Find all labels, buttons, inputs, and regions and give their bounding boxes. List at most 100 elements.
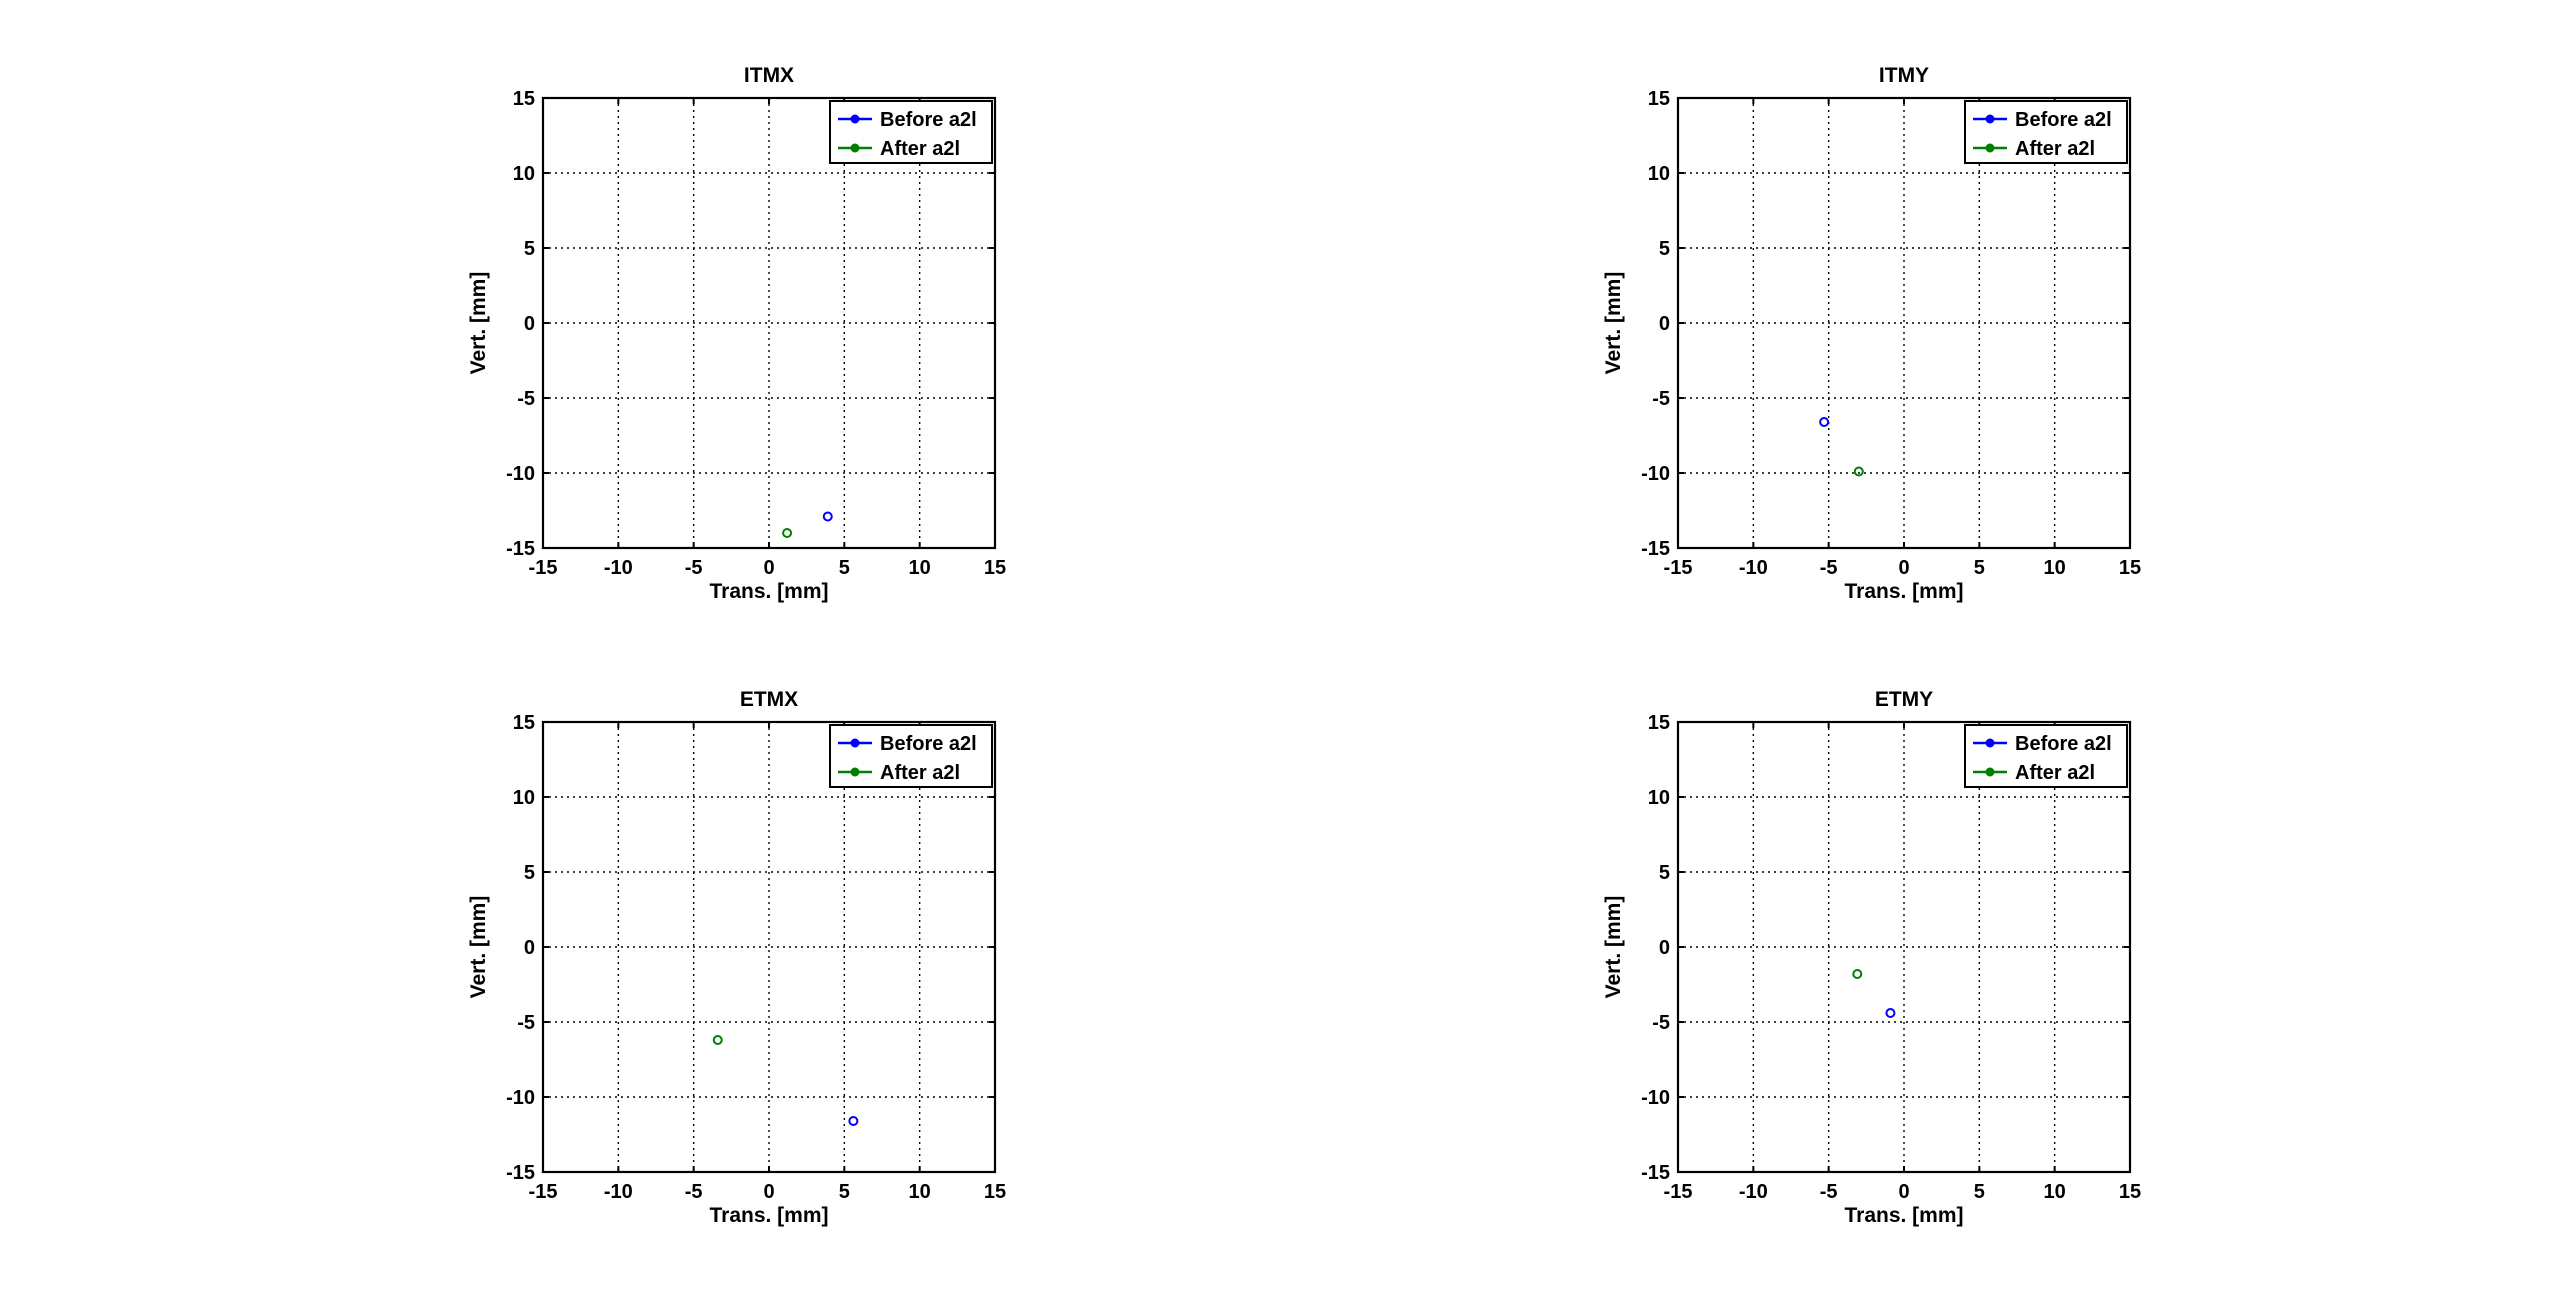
- plot-background: [543, 98, 995, 548]
- legend-marker-after: [1985, 767, 1995, 777]
- x-axis-label: Trans. [mm]: [709, 580, 828, 603]
- x-tick-label: 5: [839, 557, 850, 579]
- chart-title: ETMX: [740, 688, 798, 711]
- y-tick-label: 0: [524, 313, 535, 335]
- data-point-after: [712, 1035, 723, 1045]
- legend: Before a2l After a2l: [829, 100, 993, 164]
- x-tick-label: 10: [909, 557, 931, 579]
- legend-marker-after: [850, 767, 860, 777]
- legend-label-after: After a2l: [880, 762, 960, 784]
- y-tick-label: 10: [1648, 787, 1670, 809]
- x-tick-label: 10: [2044, 1181, 2066, 1203]
- y-tick-label: -10: [1641, 1087, 1670, 1109]
- y-tick-label: 5: [524, 862, 535, 884]
- data-point-after: [782, 528, 793, 538]
- x-tick-label: 0: [1898, 557, 1909, 579]
- y-tick-label: 10: [513, 163, 535, 185]
- y-tick-label: 5: [524, 238, 535, 260]
- y-tick-label: -5: [517, 388, 535, 410]
- y-tick-label: 15: [513, 712, 535, 734]
- y-tick-label: -5: [1652, 1012, 1670, 1034]
- legend-label-before: Before a2l: [2015, 109, 2112, 131]
- x-tick-label: -15: [1664, 557, 1693, 579]
- x-tick-label: -5: [1820, 557, 1838, 579]
- legend-box: [829, 724, 993, 788]
- x-tick-label: 5: [839, 1181, 850, 1203]
- legend-box: [1964, 100, 2128, 164]
- x-tick-label: -15: [529, 557, 558, 579]
- y-tick-label: 5: [1659, 238, 1670, 260]
- x-tick-label: 0: [763, 1181, 774, 1203]
- legend: Before a2l After a2l: [829, 724, 993, 788]
- legend-marker-before: [850, 114, 860, 124]
- legend-box: [1964, 724, 2128, 788]
- data-point-before: [822, 511, 833, 522]
- legend-label-after: After a2l: [2015, 762, 2095, 784]
- x-tick-label: 15: [984, 1181, 1006, 1203]
- y-tick-label: 0: [524, 937, 535, 959]
- subplot-itmy: -15 -10 -5 0 5 10 15 -15 -10 -5 0 5 10 15 ITMY Trans. […: [1602, 64, 2141, 603]
- y-tick-label: -15: [1641, 1162, 1670, 1184]
- x-tick-label: -5: [685, 557, 703, 579]
- x-tick-label: -10: [604, 557, 633, 579]
- plot-background: [1678, 722, 2130, 1172]
- legend-label-before: Before a2l: [2015, 733, 2112, 755]
- y-tick-label: -15: [1641, 538, 1670, 560]
- y-tick-label: 5: [1659, 862, 1670, 884]
- chart-title: ITMY: [1879, 64, 1929, 87]
- x-tick-label: 10: [909, 1181, 931, 1203]
- y-tick-label: 10: [1648, 163, 1670, 185]
- legend-label-after: After a2l: [880, 138, 960, 160]
- y-tick-label: -15: [506, 538, 535, 560]
- data-point-after: [1853, 466, 1864, 477]
- legend-box: [829, 100, 993, 164]
- legend-label-before: Before a2l: [880, 733, 977, 755]
- legend-label-before: Before a2l: [880, 109, 977, 131]
- x-tick-label: 5: [1974, 557, 1985, 579]
- x-tick-label: -15: [1664, 1181, 1693, 1203]
- x-tick-label: 5: [1974, 1181, 1985, 1203]
- y-axis-label: Vert. [mm]: [1602, 896, 1625, 999]
- x-tick-label: 15: [2119, 557, 2141, 579]
- y-tick-label: -15: [506, 1162, 535, 1184]
- y-axis-label: Vert. [mm]: [467, 272, 490, 375]
- data-point-before: [848, 1116, 859, 1126]
- x-tick-label: 15: [2119, 1181, 2141, 1203]
- legend-label-after: After a2l: [2015, 138, 2095, 160]
- y-tick-label: 15: [1648, 88, 1670, 110]
- x-tick-label: -10: [1739, 1181, 1768, 1203]
- x-tick-label: -10: [1739, 557, 1768, 579]
- legend: Before a2l After a2l: [1964, 724, 2128, 788]
- plot-background: [1678, 98, 2130, 548]
- x-tick-label: 15: [984, 557, 1006, 579]
- x-tick-label: -5: [685, 1181, 703, 1203]
- y-tick-label: -5: [1652, 388, 1670, 410]
- legend-marker-after: [1985, 143, 1995, 153]
- y-tick-label: -10: [1641, 463, 1670, 485]
- subplot-etmx: -15 -10 -5 0 5 10 15 -15 -10 -5 0 5 10 15 ETMX Trans. […: [467, 688, 1006, 1227]
- data-point-before: [1885, 1008, 1896, 1018]
- chart-title: ETMY: [1875, 688, 1933, 711]
- x-tick-label: 10: [2044, 557, 2066, 579]
- y-tick-label: 0: [1659, 313, 1670, 335]
- data-point-before: [1819, 417, 1830, 427]
- x-axis-label: Trans. [mm]: [1844, 1204, 1963, 1227]
- legend-marker-after: [850, 143, 860, 153]
- legend-marker-before: [850, 738, 860, 748]
- y-axis-label: Vert. [mm]: [1602, 272, 1625, 375]
- plot-background: [543, 722, 995, 1172]
- legend-marker-before: [1985, 738, 1995, 748]
- y-axis-label: Vert. [mm]: [467, 896, 490, 999]
- x-tick-label: -15: [529, 1181, 558, 1203]
- y-tick-label: -5: [517, 1012, 535, 1034]
- y-tick-label: -10: [506, 1087, 535, 1109]
- y-tick-label: 10: [513, 787, 535, 809]
- x-tick-label: -5: [1820, 1181, 1838, 1203]
- x-tick-label: 0: [1898, 1181, 1909, 1203]
- y-tick-label: 15: [513, 88, 535, 110]
- x-axis-label: Trans. [mm]: [1844, 580, 1963, 603]
- x-tick-label: 0: [763, 557, 774, 579]
- legend-marker-before: [1985, 114, 1995, 124]
